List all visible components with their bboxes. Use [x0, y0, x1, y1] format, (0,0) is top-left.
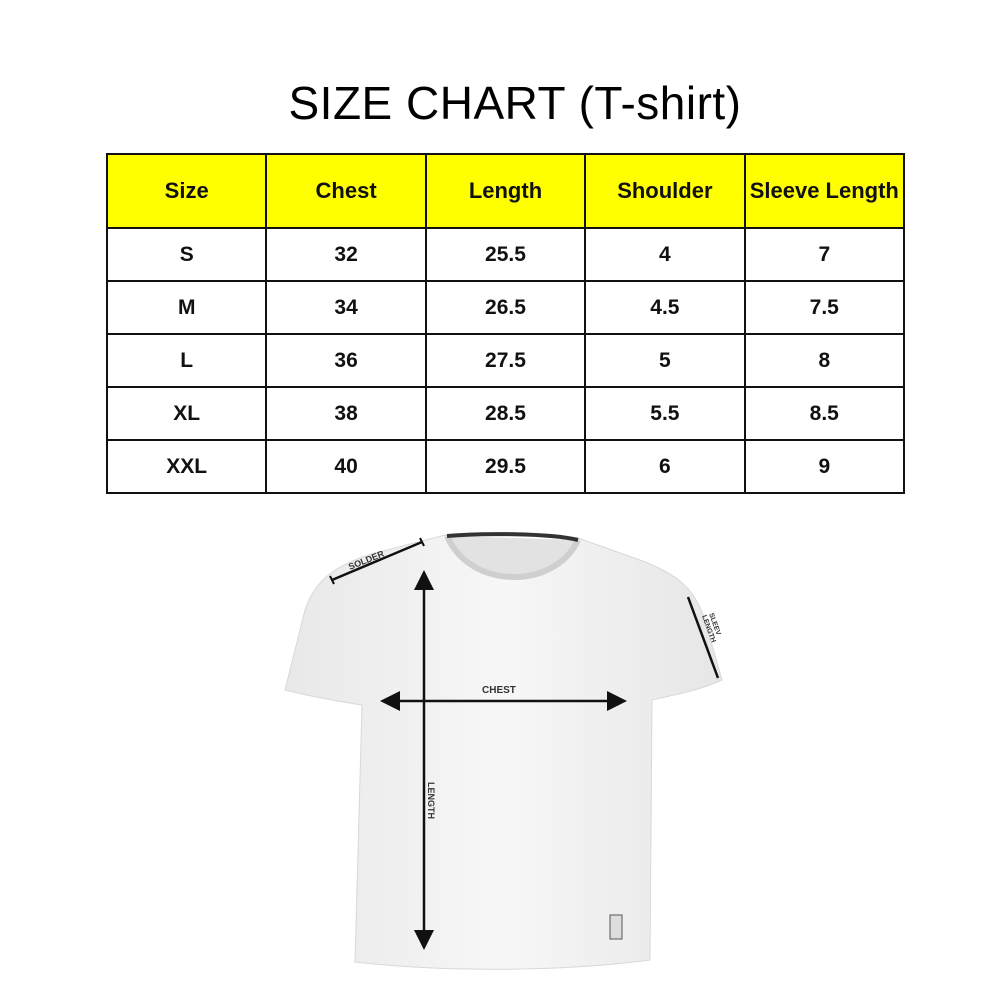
- table-cell: 34: [265, 280, 427, 335]
- table-cell: L: [105, 333, 268, 388]
- tshirt-tag: [609, 914, 623, 940]
- table-cell: 9: [743, 439, 906, 494]
- table-cell: 7: [743, 227, 906, 282]
- table-row: M 34 26.5 4.5 7.5: [105, 280, 906, 335]
- tshirt-shape: [284, 534, 723, 970]
- table-header-row: Size Chest Length Shoulder Sleeve Length: [105, 153, 906, 229]
- size-table: Size Chest Length Shoulder Sleeve Length S 32…: [105, 153, 906, 494]
- table-cell: 8.5: [743, 386, 906, 441]
- table-cell: 5.5: [584, 386, 746, 441]
- table-cell: S: [105, 227, 268, 282]
- table-cell: XXL: [105, 439, 268, 494]
- chest-label: CHEST: [482, 685, 516, 696]
- shoulder-arrow: [331, 540, 423, 582]
- table-cell: XL: [105, 386, 268, 441]
- sleeve-arrow: [686, 596, 720, 679]
- table-cell: 27.5: [424, 333, 587, 388]
- column-header: Size: [105, 153, 268, 229]
- page-title: SIZE CHART (T-shirt): [288, 77, 742, 129]
- table-row: XXL 40 29.5 6 9: [105, 439, 906, 494]
- table-cell: 6: [584, 439, 746, 494]
- tshirt-collar: [444, 534, 581, 580]
- table-cell: 8: [743, 333, 906, 388]
- length-label: LENGTH: [426, 782, 436, 819]
- column-header: Sleeve Length: [743, 153, 906, 229]
- table-cell: 38: [265, 386, 427, 441]
- column-header: Length: [424, 153, 587, 229]
- table-cell: 29.5: [424, 439, 587, 494]
- column-header: Chest: [265, 153, 427, 229]
- table-cell: 40: [265, 439, 427, 494]
- table-cell: 28.5: [424, 386, 587, 441]
- table-row: XL 38 28.5 5.5 8.5: [105, 386, 906, 441]
- table-row: L 36 27.5 5 8: [105, 333, 906, 388]
- table-cell: 26.5: [424, 280, 587, 335]
- table-cell: 4.5: [584, 280, 746, 335]
- table-cell: 7.5: [743, 280, 906, 335]
- table-cell: 36: [265, 333, 427, 388]
- table-row: S 32 25.5 4 7: [105, 227, 906, 282]
- table-cell: 5: [584, 333, 746, 388]
- table-cell: M: [105, 280, 268, 335]
- table-cell: 4: [584, 227, 746, 282]
- table-cell: 25.5: [424, 227, 587, 282]
- table-cell: 32: [265, 227, 427, 282]
- column-header: Shoulder: [584, 153, 746, 229]
